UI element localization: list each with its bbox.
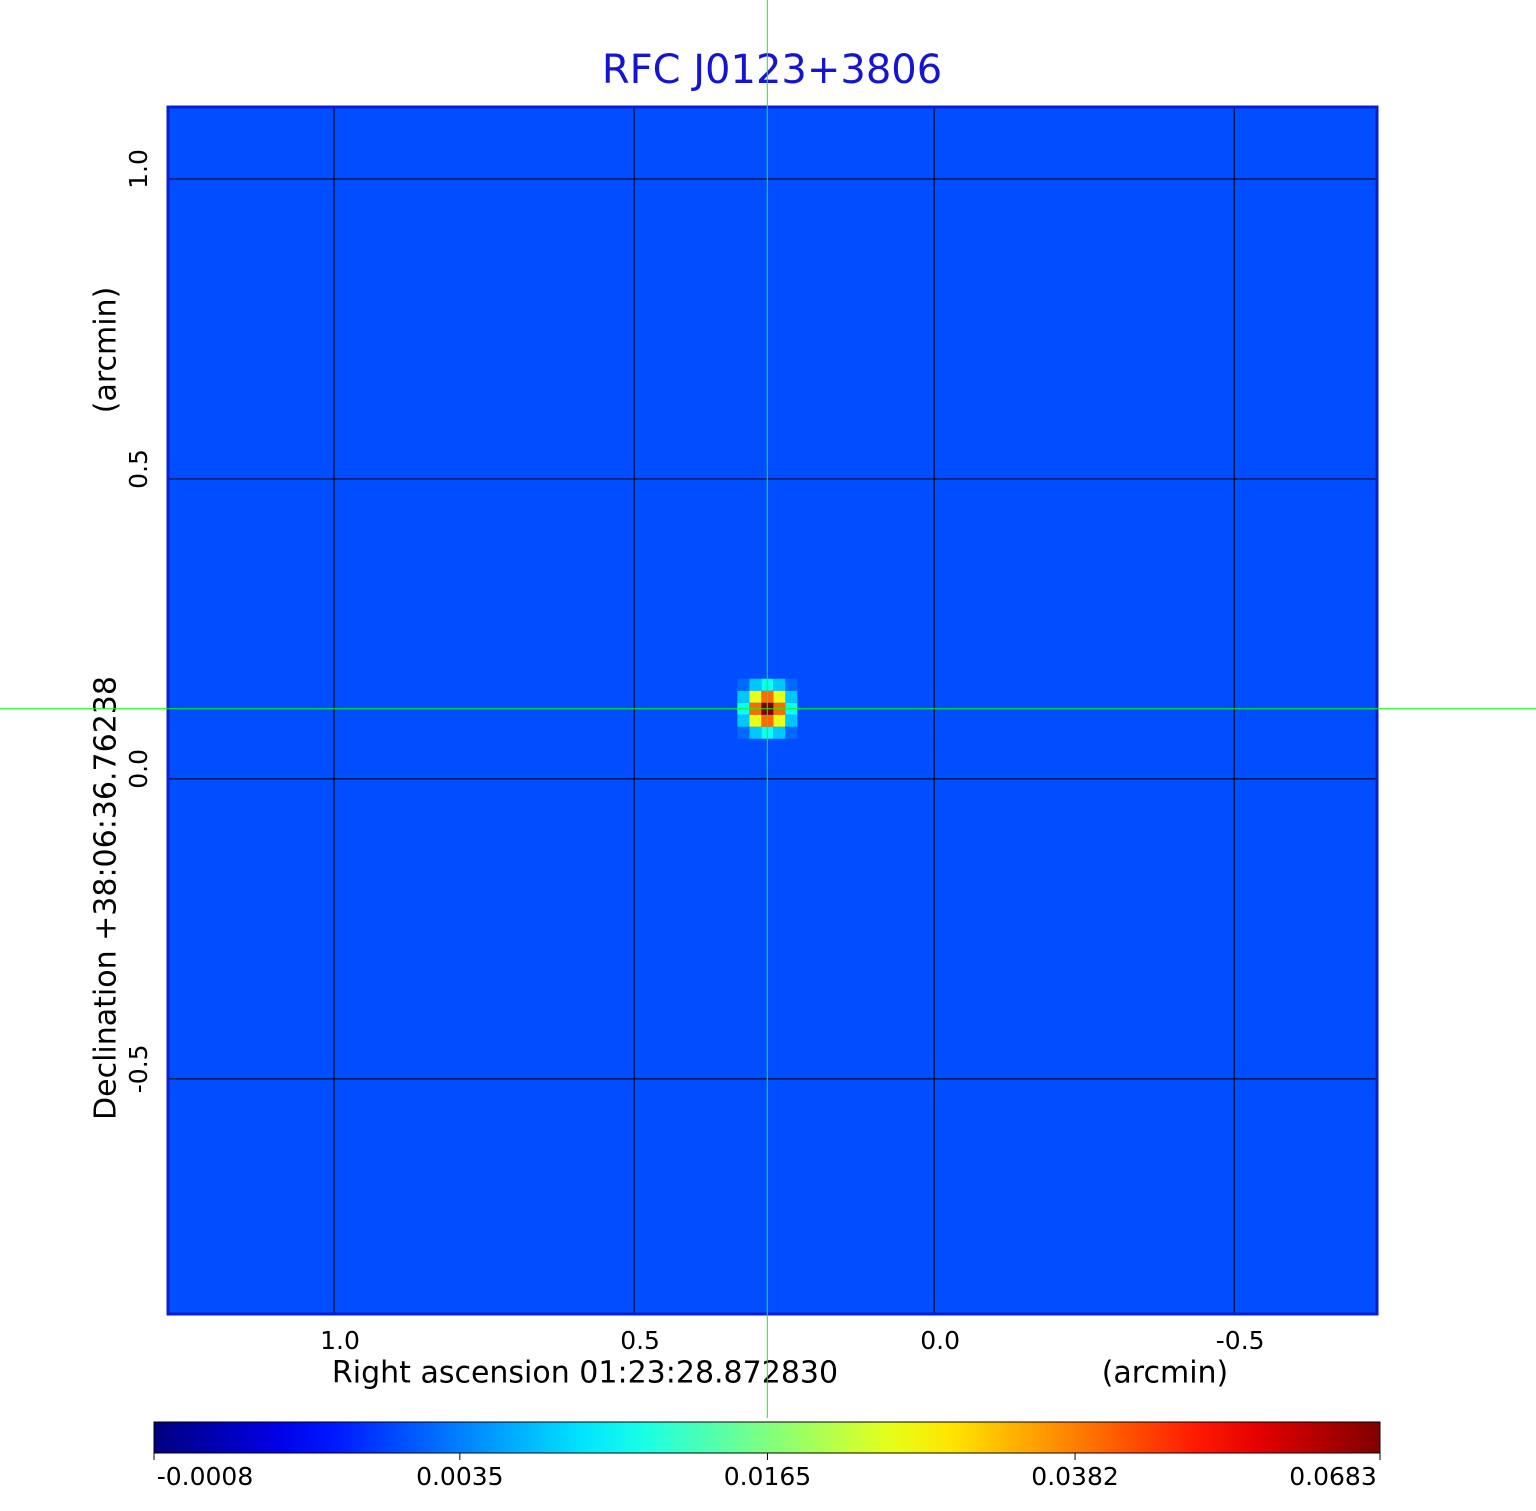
source-pixel — [773, 678, 786, 691]
y-axis-label: Declination +38:06:36.76238 — [89, 676, 124, 1120]
source-pixel — [737, 690, 750, 703]
y-tick-label: 0.5 — [124, 449, 153, 489]
x-axis-label: Right ascension 01:23:28.872830 — [332, 1356, 838, 1391]
plot-area — [168, 107, 1377, 1314]
source-pixel — [785, 678, 798, 691]
source-pixel — [737, 714, 750, 727]
plot-frame — [166, 105, 1379, 1316]
source-pixel — [773, 690, 786, 703]
colorbar — [153, 1421, 1381, 1454]
colorbar-tick-label: -0.0008 — [157, 1462, 254, 1491]
chart-title: RFC J0123+3806 — [602, 47, 942, 93]
source-pixel — [749, 690, 762, 703]
x-tick-label: -0.5 — [1216, 1326, 1265, 1355]
source-pixel — [785, 726, 798, 739]
source-pixel — [749, 678, 762, 691]
source-pixel — [773, 726, 786, 739]
source-pixel — [785, 690, 798, 703]
source-pixel — [785, 714, 798, 727]
source-pixel — [773, 714, 786, 727]
colorbar-tick-label: 0.0165 — [724, 1462, 811, 1491]
source-pixel — [749, 714, 762, 727]
y-tick-label: 0.0 — [124, 749, 153, 789]
colorbar-tick-label: 0.0035 — [416, 1462, 503, 1491]
x-tick-label: 0.5 — [620, 1326, 660, 1355]
y-tick-label: -0.5 — [124, 1044, 153, 1093]
x-tick-label: 1.0 — [320, 1326, 360, 1355]
source-pixel — [749, 726, 762, 739]
y-tick-label: 1.0 — [124, 149, 153, 189]
x-axis-unit: (arcmin) — [1102, 1356, 1229, 1391]
source-pixel — [737, 726, 750, 739]
x-tick-label: 0.0 — [920, 1326, 960, 1355]
colorbar-tick-label: 0.0382 — [1031, 1462, 1118, 1491]
overlay — [0, 0, 1536, 1418]
colorbar-tick-label: 0.0683 — [1289, 1462, 1376, 1491]
y-axis-unit: (arcmin) — [89, 287, 124, 414]
source-pixel — [737, 678, 750, 691]
